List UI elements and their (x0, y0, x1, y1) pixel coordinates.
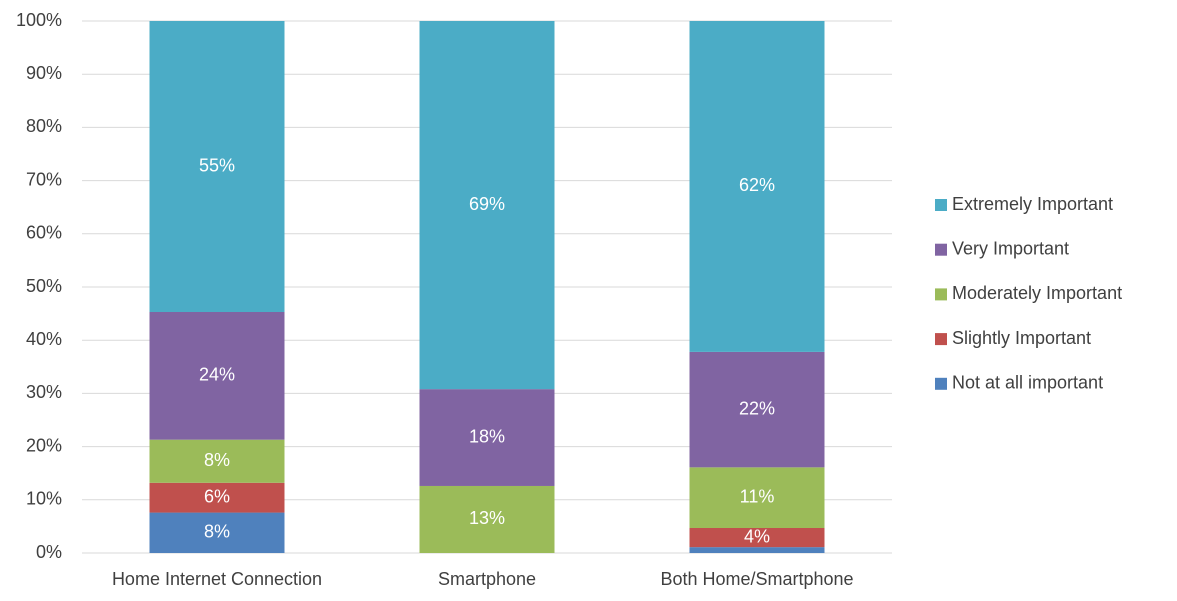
y-tick-label: 30% (26, 382, 62, 402)
y-tick-label: 50% (26, 276, 62, 296)
y-tick-label: 90% (26, 63, 62, 83)
legend-swatch (935, 377, 947, 390)
bar-segment (149, 21, 285, 313)
value-label: 8% (204, 450, 230, 470)
bar-segment (689, 351, 825, 468)
legend-swatch (935, 243, 947, 256)
value-label: 8% (204, 522, 230, 542)
bar-segment (689, 547, 825, 553)
bar-segment (149, 439, 285, 483)
bar-segment (419, 485, 555, 553)
value-label: 4% (744, 526, 770, 546)
bar-segment (149, 512, 285, 553)
y-tick-label: 10% (26, 489, 62, 509)
y-tick-label: 80% (26, 116, 62, 136)
bar-segment (149, 482, 285, 513)
value-label: 18% (469, 426, 505, 446)
value-label: 11% (740, 486, 775, 506)
value-label: 6% (204, 486, 230, 506)
y-tick-label: 60% (26, 223, 62, 243)
y-tick-label: 0% (36, 542, 62, 562)
y-tick-label: 20% (26, 435, 62, 455)
x-tick-label: Smartphone (438, 569, 536, 589)
legend-label: Moderately Important (952, 283, 1122, 303)
value-label: 62% (739, 175, 775, 195)
legend-label: Extremely Important (952, 194, 1113, 214)
bar-segment (689, 527, 825, 548)
legend-swatch (935, 199, 947, 211)
y-tick-label: 70% (26, 169, 62, 189)
value-label: 55% (199, 155, 235, 175)
y-tick-label: 100% (16, 10, 62, 30)
legend-label: Not at all important (952, 373, 1103, 393)
value-label: 24% (199, 365, 235, 385)
legend-label: Slightly Important (952, 328, 1091, 348)
legend-swatch (935, 333, 947, 346)
bar-segment (419, 389, 555, 486)
bar-segment (689, 467, 825, 528)
x-tick-label: Home Internet Connection (112, 569, 322, 589)
legend-swatch (935, 288, 947, 301)
x-tick-label: Both Home/Smartphone (660, 569, 853, 589)
value-label: 13% (469, 508, 505, 528)
bar-segment (419, 21, 555, 390)
bar-segment (149, 312, 285, 440)
bar-segment (689, 21, 825, 352)
value-label: 22% (739, 398, 775, 418)
value-label: 69% (469, 194, 505, 214)
legend-label: Very Important (952, 238, 1069, 258)
y-tick-label: 40% (26, 329, 62, 349)
